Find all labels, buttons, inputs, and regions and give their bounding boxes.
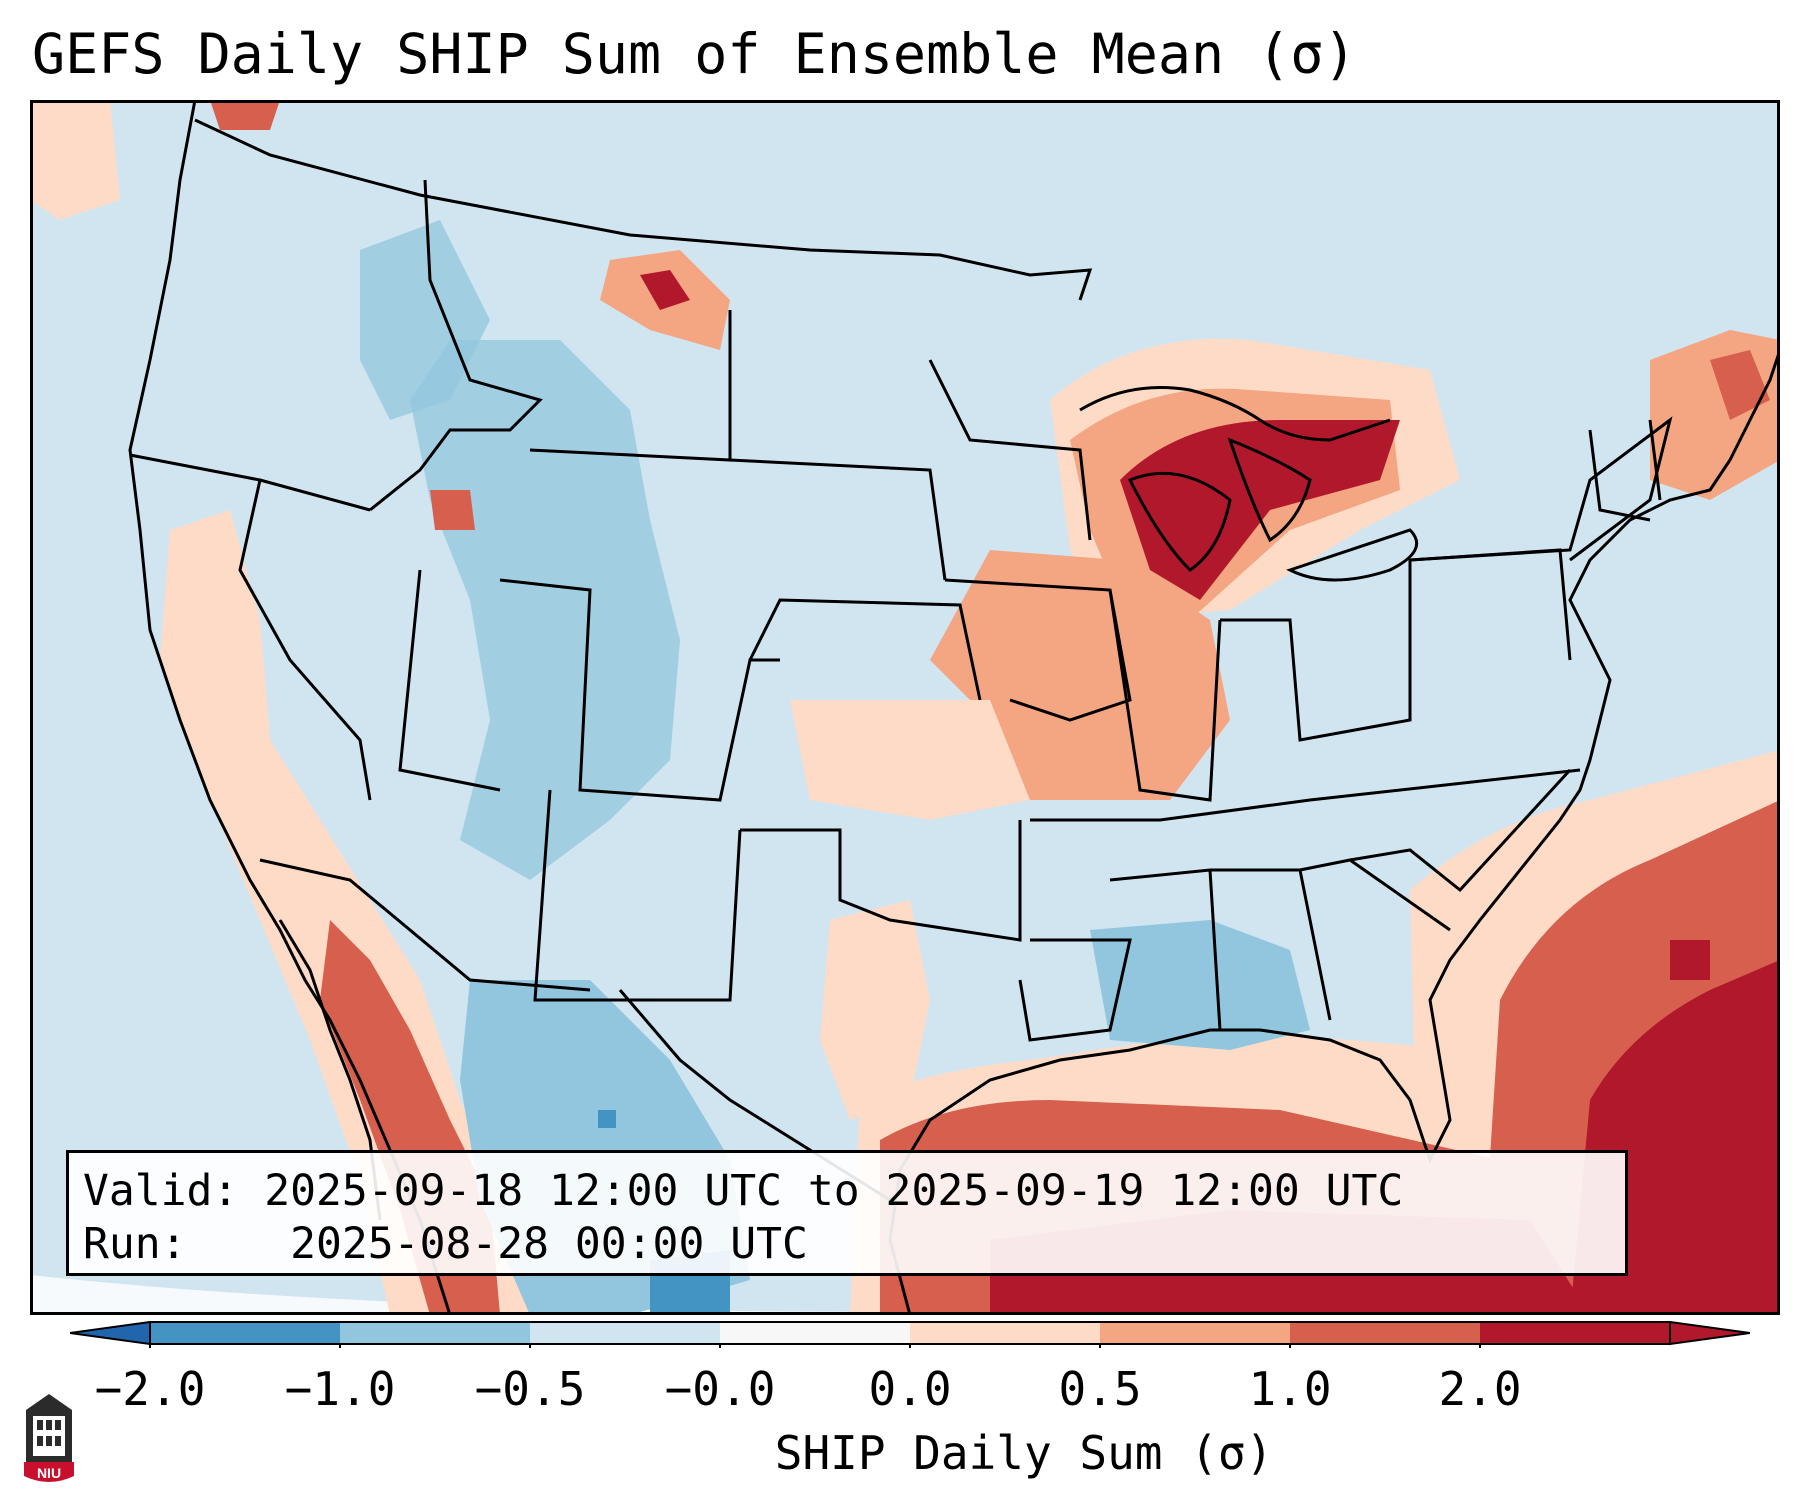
border-nc-sc <box>1349 768 1572 893</box>
cool-idaho <box>360 220 490 420</box>
border-ia-mo <box>944 578 1132 722</box>
colorbar-under-arrow <box>70 1320 151 1346</box>
cool-rockies <box>410 340 680 880</box>
run-label: Run: <box>83 1219 187 1269</box>
border-ok-tx <box>740 820 1022 942</box>
border-la-ar <box>1018 938 1132 1042</box>
warm-greatlakes-strong <box>1120 420 1400 600</box>
warm-nw-corner <box>30 100 120 220</box>
warm-tx-east <box>820 900 930 1120</box>
colorbar-tick-label: 1.0 <box>1248 1362 1332 1416</box>
valid-line: Valid: 2025-09-18 12:00 UTC to 2025-09-1… <box>83 1165 1625 1218</box>
logo-text: NIU <box>37 1465 61 1481</box>
border-az-nm <box>533 789 742 1002</box>
run-line: Run: 2025-08-28 00:00 UTC <box>83 1218 1625 1271</box>
chart-title: GEFS Daily SHIP Sum of Ensemble Mean (σ) <box>32 22 1357 86</box>
colorbar-segment <box>1100 1322 1291 1344</box>
border-il-in <box>1108 589 1222 802</box>
warm-utah-spot <box>430 490 475 530</box>
cool-gulfstates <box>1090 920 1310 1050</box>
border-mn-wi <box>928 359 1092 541</box>
coastline-gulf <box>888 459 1732 1315</box>
coastline-greatlakes <box>1079 386 1419 582</box>
colorbar-label: SHIP Daily Sum (σ) <box>774 1426 1274 1480</box>
colorbar-tick-label: 0.5 <box>1058 1362 1142 1416</box>
border-nv-ut <box>398 569 501 792</box>
border-ky-tn <box>1030 768 1581 822</box>
niu-logo: NIU <box>24 1394 74 1482</box>
colorbar-segment <box>340 1322 531 1344</box>
colorbar-segment <box>530 1322 721 1344</box>
run-value: 2025-08-28 00:00 UTC <box>290 1219 808 1269</box>
warm-westcoast <box>160 510 550 1315</box>
border-co-ks-ne <box>748 598 982 701</box>
valid-run-box: Valid: 2025-09-18 12:00 UTC to 2025-09-1… <box>66 1150 1628 1276</box>
colorbar-tick-label: 2.0 <box>1438 1362 1522 1416</box>
warm-plains-light <box>790 700 1030 820</box>
border-nd-sd <box>729 458 947 581</box>
warm-atl-spot <box>1670 940 1710 980</box>
border-canada-us <box>194 118 1093 301</box>
logo-shield <box>24 1462 74 1482</box>
colorbar-segment <box>1480 1322 1671 1344</box>
colorbar <box>70 1320 1750 1348</box>
colorbar-tick-label: 0.0 <box>868 1362 952 1416</box>
map-frame <box>30 100 1780 1315</box>
colorbar-segment <box>720 1322 911 1344</box>
border-ut-co <box>499 578 780 802</box>
valid-label: Valid: <box>83 1166 239 1216</box>
colorbar-segment <box>1290 1322 1481 1344</box>
coastline-west <box>128 100 452 1315</box>
state-borders <box>129 118 1673 1202</box>
border-ny-ne <box>1409 416 1673 562</box>
cool-dot-mexico <box>598 1110 616 1128</box>
colorbar-tick-label: −0.0 <box>664 1362 776 1416</box>
warm-maine-strong <box>1710 350 1770 420</box>
colorbar-segment <box>910 1322 1101 1344</box>
map-svg <box>30 100 1780 1315</box>
valid-value: 2025-09-18 12:00 UTC to 2025-09-19 12:00… <box>264 1166 1404 1216</box>
colorbar-tick-label: −1.0 <box>284 1362 396 1416</box>
colorbar-tick-label: −2.0 <box>94 1362 206 1416</box>
border-ca-az-mx <box>259 858 591 992</box>
coastline-northeast <box>1728 349 1780 461</box>
colorbar-over-arrow <box>1669 1320 1750 1346</box>
colorbar-segment <box>150 1322 341 1344</box>
border-id <box>369 179 543 512</box>
border-or-ca-nv <box>238 479 372 801</box>
colorbar-tick-label: −0.5 <box>474 1362 586 1416</box>
border-new-england <box>1588 419 1662 522</box>
warm-nw-strong <box>210 100 280 130</box>
warm-montana-strong <box>640 270 690 310</box>
map-panel <box>30 100 1780 1315</box>
